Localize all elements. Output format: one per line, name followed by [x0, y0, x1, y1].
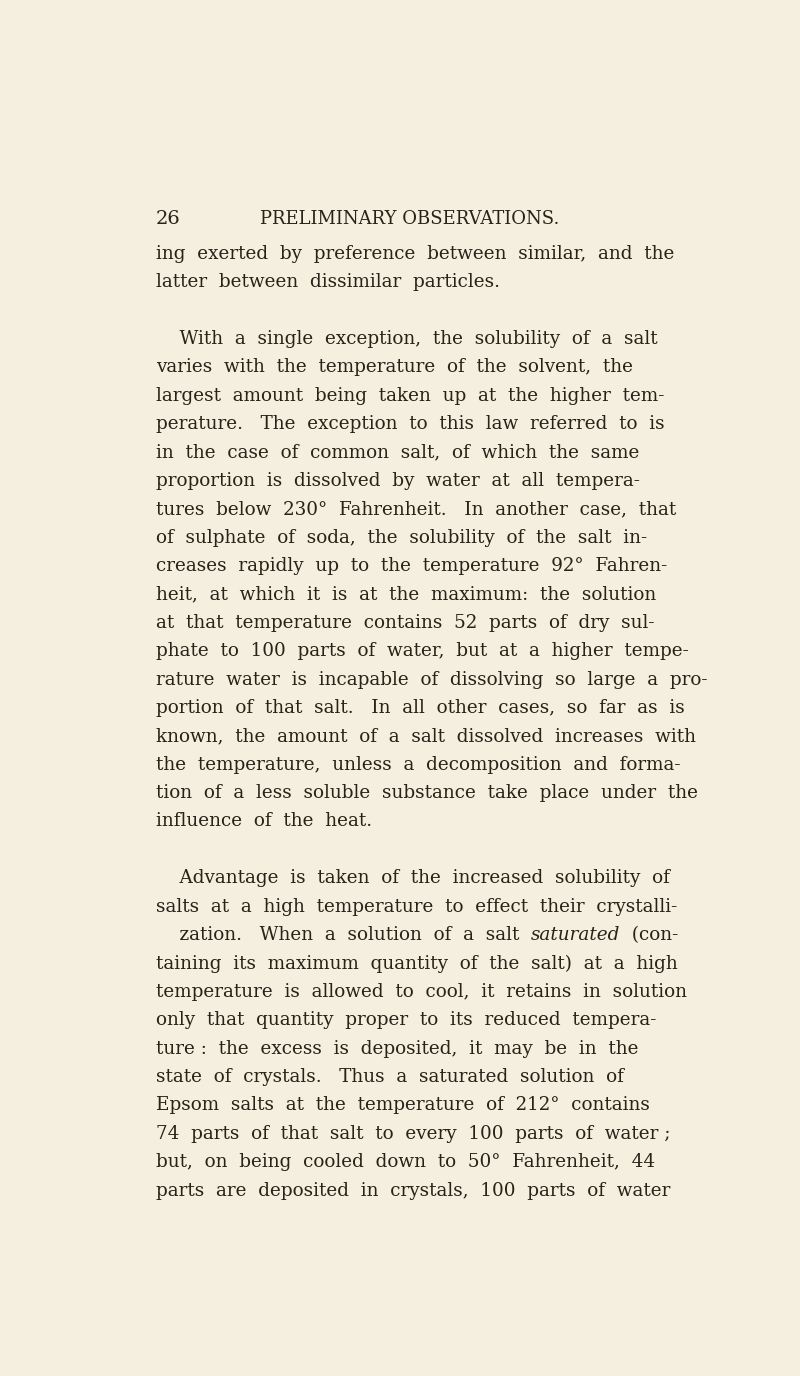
Text: largest  amount  being  taken  up  at  the  higher  tem­: largest amount being taken up at the hig… — [156, 387, 664, 405]
Text: Epsom  salts  at  the  temperature  of  212°  contains: Epsom salts at the temperature of 212° c… — [156, 1097, 650, 1115]
Text: temperature  is  allowed  to  cool,  it  retains  in  solution: temperature is allowed to cool, it retai… — [156, 982, 686, 1000]
Text: ing  exerted  by  preference  between  similar,  and  the: ing exerted by preference between simila… — [156, 245, 674, 263]
Text: parts  are  deposited  in  crystals,  100  parts  of  water: parts are deposited in crystals, 100 par… — [156, 1182, 670, 1200]
Text: influence  of  the  heat.: influence of the heat. — [156, 812, 372, 831]
Text: taining  its  maximum  quantity  of  the  salt)  at  a  high: taining its maximum quantity of the salt… — [156, 955, 678, 973]
Text: creases  rapidly  up  to  the  temperature  92°  Fahren­: creases rapidly up to the temperature 92… — [156, 557, 667, 575]
Text: (con­: (con­ — [620, 926, 678, 944]
Text: salts  at  a  high  temperature  to  effect  their  crystalli­: salts at a high temperature to effect th… — [156, 897, 677, 915]
Text: tion  of  a  less  soluble  substance  take  place  under  the: tion of a less soluble substance take pl… — [156, 784, 698, 802]
Text: tures  below  230°  Fahrenheit.   In  another  case,  that: tures below 230° Fahrenheit. In another … — [156, 499, 676, 519]
Text: saturated: saturated — [531, 926, 620, 944]
Text: latter  between  dissimilar  particles.: latter between dissimilar particles. — [156, 272, 500, 290]
Text: varies  with  the  temperature  of  the  solvent,  the: varies with the temperature of the solve… — [156, 358, 633, 376]
Text: portion  of  that  salt.   In  all  other  cases,  so  far  as  is: portion of that salt. In all other cases… — [156, 699, 685, 717]
Text: the  temperature,  unless  a  decomposition  and  forma­: the temperature, unless a decomposition … — [156, 755, 680, 773]
Text: 26: 26 — [156, 209, 181, 227]
Text: in  the  case  of  common  salt,  of  which  the  same: in the case of common salt, of which the… — [156, 443, 639, 461]
Text: heit,  at  which  it  is  at  the  maximum:  the  solution: heit, at which it is at the maximum: the… — [156, 585, 656, 603]
Text: proportion  is  dissolved  by  water  at  all  tempera­: proportion is dissolved by water at all … — [156, 472, 640, 490]
Text: Advantage  is  taken  of  the  increased  solubility  of: Advantage is taken of the increased solu… — [156, 870, 670, 888]
Text: state  of  crystals.   Thus  a  saturated  solution  of: state of crystals. Thus a saturated solu… — [156, 1068, 624, 1086]
Text: at  that  temperature  contains  52  parts  of  dry  sul­: at that temperature contains 52 parts of… — [156, 614, 654, 632]
Text: ture :  the  excess  is  deposited,  it  may  be  in  the: ture : the excess is deposited, it may b… — [156, 1040, 638, 1058]
Text: PRELIMINARY OBSERVATIONS.: PRELIMINARY OBSERVATIONS. — [260, 209, 560, 227]
Text: only  that  quantity  proper  to  its  reduced  tempera­: only that quantity proper to its reduced… — [156, 1011, 656, 1029]
Text: known,  the  amount  of  a  salt  dissolved  increases  with: known, the amount of a salt dissolved in… — [156, 728, 696, 746]
Text: zation.   When  a  solution  of  a  salt: zation. When a solution of a salt — [156, 926, 531, 944]
Text: of  sulphate  of  soda,  the  solubility  of  the  salt  in­: of sulphate of soda, the solubility of t… — [156, 528, 647, 546]
Text: phate  to  100  parts  of  water,  but  at  a  higher  tempe­: phate to 100 parts of water, but at a hi… — [156, 643, 689, 660]
Text: perature.   The  exception  to  this  law  referred  to  is: perature. The exception to this law refe… — [156, 416, 665, 433]
Text: 74  parts  of  that  salt  to  every  100  parts  of  water ;: 74 parts of that salt to every 100 parts… — [156, 1124, 670, 1143]
Text: rature  water  is  incapable  of  dissolving  so  large  a  pro­: rature water is incapable of dissolving … — [156, 670, 707, 688]
Text: With  a  single  exception,  the  solubility  of  a  salt: With a single exception, the solubility … — [156, 330, 658, 348]
Text: but,  on  being  cooled  down  to  50°  Fahrenheit,  44: but, on being cooled down to 50° Fahrenh… — [156, 1153, 655, 1171]
